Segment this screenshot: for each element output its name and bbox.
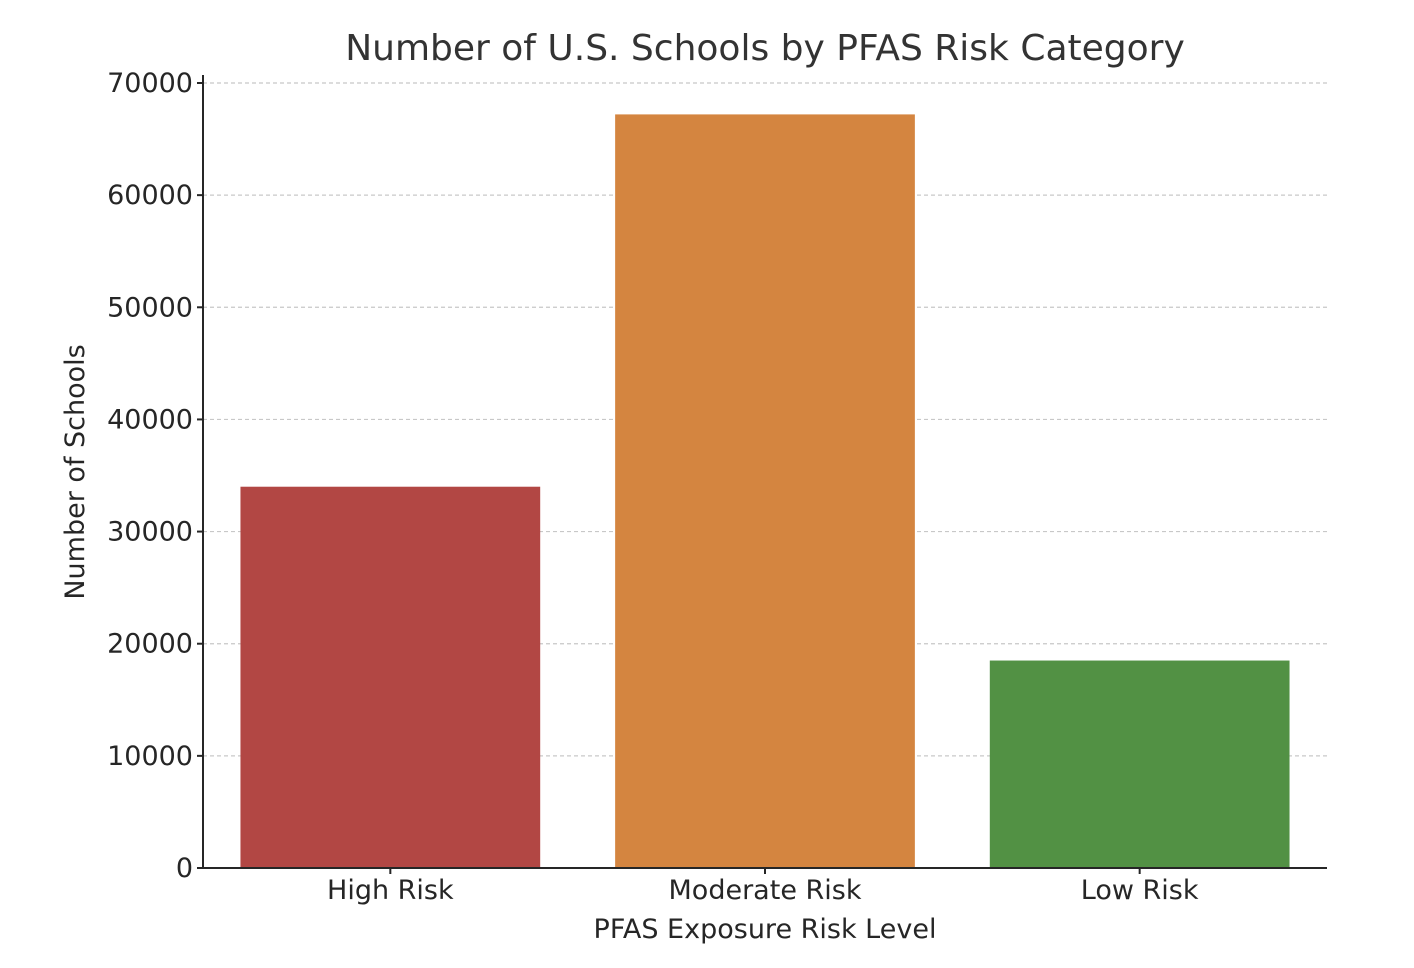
- y-tick-label: 30000: [107, 517, 193, 548]
- y-tick-label: 50000: [107, 292, 193, 323]
- y-axis-label: Number of Schools: [60, 344, 91, 599]
- y-tick-label: 70000: [107, 68, 193, 99]
- x-tick-label: Low Risk: [1081, 875, 1199, 906]
- chart-title: Number of U.S. Schools by PFAS Risk Cate…: [345, 28, 1185, 69]
- bar-moderate-risk: [615, 114, 915, 868]
- y-tick-label: 60000: [107, 180, 193, 211]
- axes: 0 10000 20000 30000 40000 50000 60000 70000 High…: [107, 68, 1327, 906]
- x-tick-label: High Risk: [327, 875, 454, 906]
- y-tick-label: 20000: [107, 629, 193, 660]
- y-tick-label: 10000: [107, 741, 193, 772]
- bars: [240, 114, 1290, 868]
- y-tick-label: 0: [176, 853, 193, 884]
- bar-high-risk: [240, 486, 541, 868]
- x-axis-label: PFAS Exposure Risk Level: [594, 914, 937, 945]
- bar-low-risk: [989, 660, 1290, 868]
- x-tick-label: Moderate Risk: [669, 875, 862, 906]
- y-tick-label: 40000: [107, 404, 193, 435]
